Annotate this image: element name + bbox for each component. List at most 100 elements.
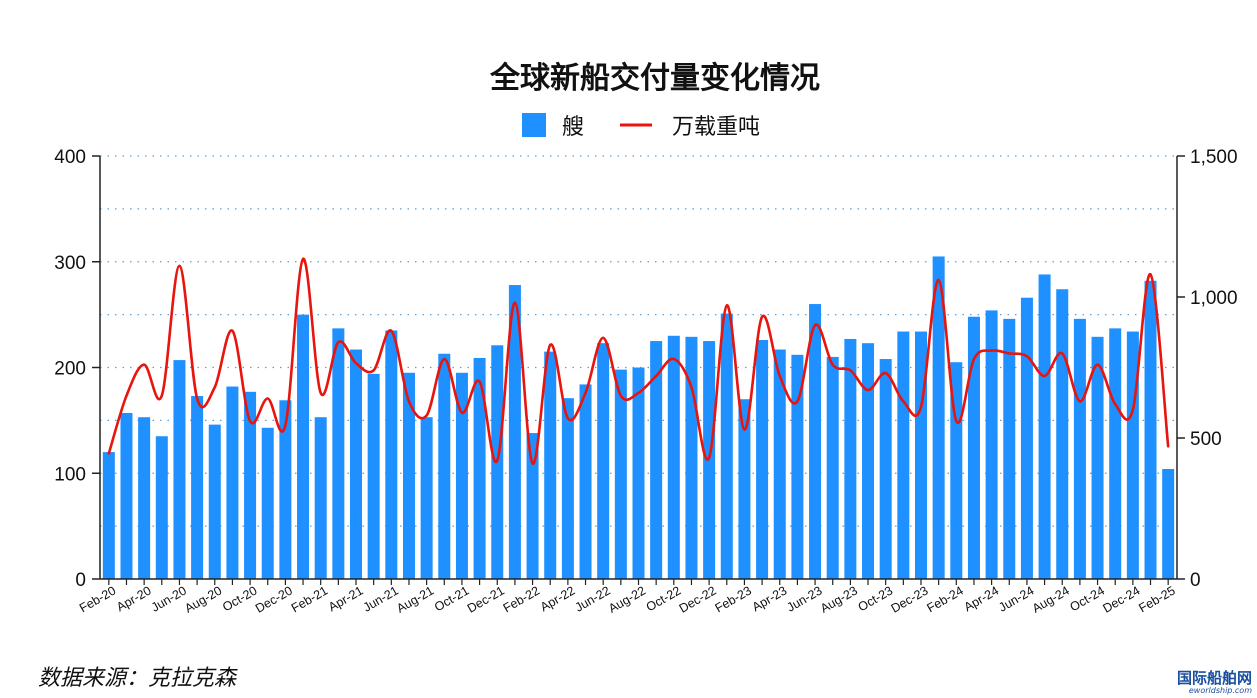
line-point <box>654 374 658 378</box>
x-tick-label: Aug-20 <box>182 583 224 615</box>
line-point <box>160 394 163 397</box>
y-tick-label-right: 0 <box>1190 570 1201 591</box>
x-tick-label: Jun-24 <box>996 583 1036 614</box>
bar <box>720 313 733 579</box>
bar <box>261 427 274 579</box>
line-point <box>266 397 269 400</box>
bar <box>508 285 521 579</box>
x-tick-label: Feb-24 <box>925 583 966 615</box>
line-point <box>301 257 305 261</box>
x-tick-label: Feb-25 <box>1136 583 1177 615</box>
x-tick-label: Jun-21 <box>361 583 401 614</box>
line-point <box>584 391 587 395</box>
bar <box>120 412 133 579</box>
bar <box>102 452 115 579</box>
bar <box>1003 318 1016 579</box>
line-point <box>601 336 605 340</box>
line-point <box>990 349 993 352</box>
bar <box>1020 297 1033 579</box>
line-point <box>866 388 870 392</box>
line-point <box>478 380 481 383</box>
line-point <box>884 371 887 375</box>
line-point <box>513 301 517 304</box>
bar <box>1109 328 1122 579</box>
line-point <box>1131 408 1135 411</box>
line-point <box>1061 352 1064 355</box>
x-tick-label: Aug-21 <box>394 583 436 615</box>
line-point <box>1043 374 1046 378</box>
line-point <box>195 397 199 400</box>
bar <box>967 316 980 579</box>
bar <box>844 338 857 579</box>
line-point <box>372 369 375 372</box>
logo-sub-text: eworldship.com <box>1188 686 1252 695</box>
x-tick-label: Feb-22 <box>501 583 542 615</box>
line-point <box>1008 352 1011 355</box>
line-point <box>743 428 746 431</box>
legend-bar-swatch <box>522 113 546 137</box>
line-point <box>937 278 940 282</box>
bar <box>1056 289 1069 579</box>
x-tick-label: Dec-22 <box>677 583 719 615</box>
bar <box>809 304 822 579</box>
bar <box>314 417 327 579</box>
line-point <box>1149 273 1152 276</box>
bar <box>738 399 751 579</box>
bar <box>773 349 786 579</box>
line-point <box>796 400 799 403</box>
bar <box>138 417 151 579</box>
line-point <box>125 394 128 397</box>
line-point <box>1166 445 1170 448</box>
y-tick-label-right: 1,000 <box>1190 288 1238 309</box>
bar <box>597 343 610 579</box>
line-point <box>1025 355 1029 358</box>
line-point <box>407 400 411 403</box>
x-tick-label: Dec-23 <box>889 583 931 615</box>
x-tick-label: Aug-22 <box>606 583 648 615</box>
line-point <box>142 363 146 366</box>
x-tick-label: Apr-23 <box>750 583 790 614</box>
site-logo: 国际船舶网 eworldship.com <box>1150 670 1252 695</box>
bar <box>897 331 910 579</box>
bar <box>297 314 310 579</box>
line-point <box>849 369 852 372</box>
line-point <box>902 400 905 403</box>
bar <box>879 359 892 579</box>
bar <box>791 354 804 579</box>
bar <box>332 328 345 579</box>
chart-title: 全球新船交付量变化情况 <box>489 61 820 96</box>
line-point <box>178 264 181 268</box>
line-point <box>955 419 958 423</box>
bar <box>385 330 398 579</box>
bar <box>650 341 663 579</box>
line-point <box>390 329 393 333</box>
line-point <box>619 394 623 397</box>
bar <box>155 436 168 579</box>
x-tick-label: Jun-20 <box>149 583 189 614</box>
bar <box>367 373 380 579</box>
line-point <box>531 462 534 465</box>
bar <box>1038 274 1051 579</box>
line-point <box>284 424 287 427</box>
bar <box>1162 469 1175 579</box>
line-point <box>566 417 570 420</box>
x-tick-label: Apr-24 <box>962 583 1002 614</box>
line-point <box>760 315 764 318</box>
x-tick-label: Jun-23 <box>784 583 824 614</box>
x-tick-label: Jun-22 <box>573 583 613 614</box>
bar <box>544 351 557 579</box>
bar <box>402 372 415 579</box>
bar <box>561 398 574 579</box>
line-point <box>1114 402 1117 406</box>
bar <box>826 356 839 579</box>
legend-bar-label: 艘 <box>562 115 584 140</box>
y-tick-label-left: 200 <box>54 359 86 380</box>
line-point <box>813 324 817 327</box>
bar <box>526 433 539 579</box>
x-tick-label: Apr-20 <box>114 583 154 614</box>
y-tick-label-right: 500 <box>1190 429 1222 450</box>
bar <box>191 396 204 579</box>
bar <box>208 424 221 579</box>
bar <box>685 336 698 579</box>
x-tick-label: Dec-21 <box>465 583 507 615</box>
